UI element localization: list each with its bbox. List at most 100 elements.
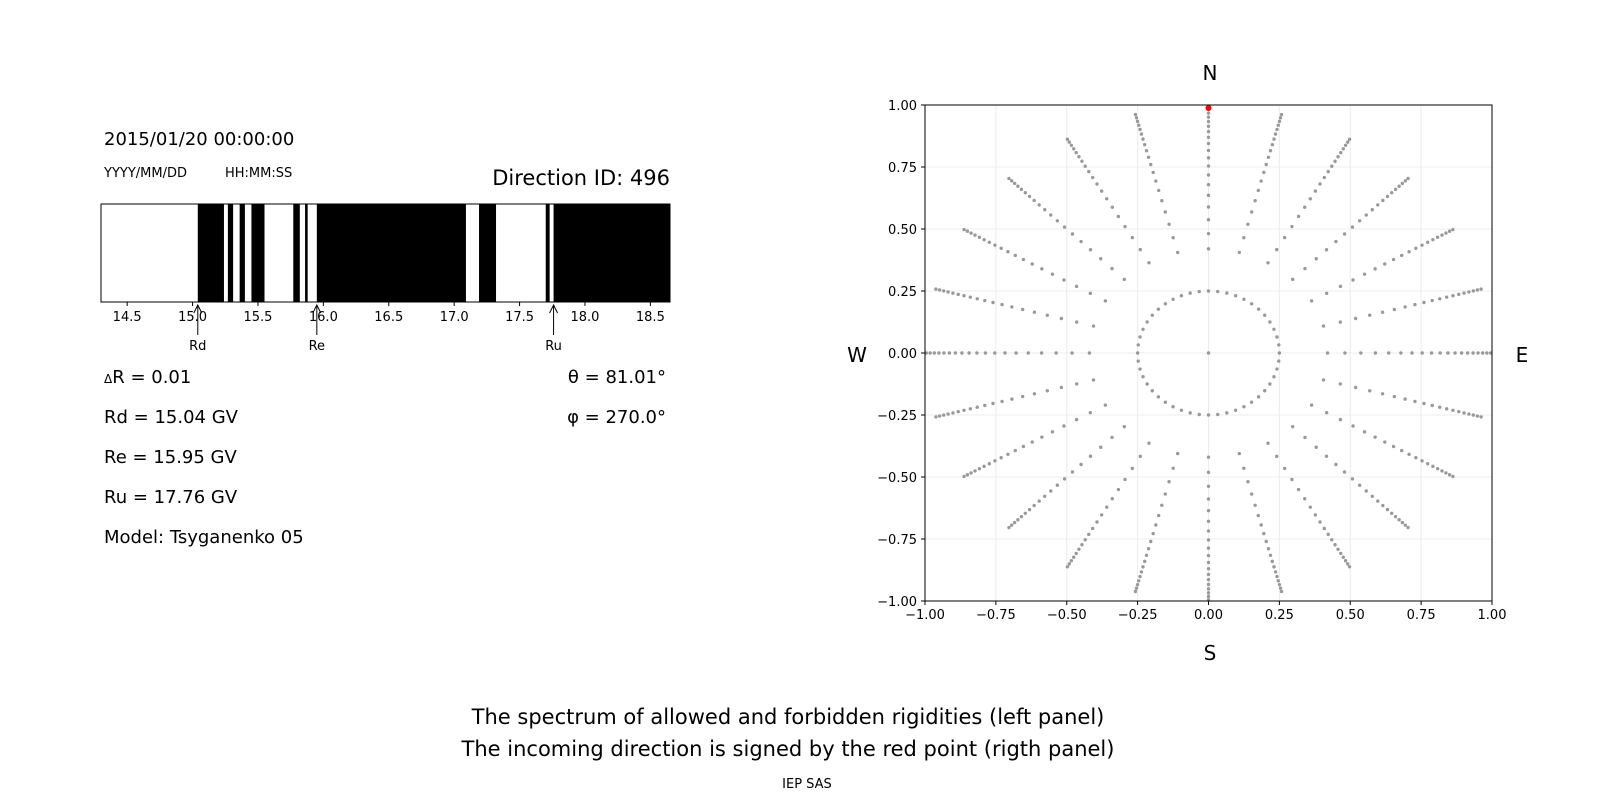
- direction-point: [1079, 462, 1083, 467]
- direction-point: [1387, 351, 1391, 355]
- direction-point: [983, 351, 988, 355]
- direction-point: [1380, 392, 1385, 396]
- direction-point: [942, 351, 946, 355]
- direction-point: [1278, 116, 1283, 120]
- direction-point: [1268, 553, 1273, 558]
- direction-point: [1105, 197, 1109, 201]
- dir-y-tick-label: −0.75: [877, 533, 917, 548]
- direction-point: [1246, 222, 1250, 226]
- direction-point: [1277, 582, 1282, 587]
- direction-point: [1242, 236, 1246, 240]
- direction-point: [1324, 248, 1329, 252]
- dir-y-tick-label: −0.25: [877, 409, 917, 424]
- direction-point: [1446, 351, 1450, 355]
- direction-point: [1116, 214, 1121, 219]
- direction-point: [1302, 205, 1307, 209]
- direction-point: [1275, 127, 1279, 132]
- direction-point: [968, 295, 973, 299]
- direction-point: [1385, 507, 1390, 512]
- direction-point: [1457, 409, 1461, 414]
- direction-point: [1326, 532, 1330, 537]
- direction-point: [1141, 327, 1145, 331]
- direction-point: [1021, 257, 1026, 262]
- direction-point: [1338, 284, 1343, 289]
- direction-point: [1435, 467, 1440, 471]
- dir-y-tick-label: −0.50: [877, 471, 917, 486]
- direction-point: [1009, 523, 1014, 527]
- direction-point: [1399, 351, 1403, 355]
- direction-point: [1380, 310, 1385, 314]
- direction-point: [1440, 469, 1444, 473]
- direction-point: [975, 405, 979, 409]
- compass-south: S: [1204, 641, 1217, 665]
- direction-point: [1157, 513, 1161, 518]
- direction-point: [1009, 179, 1014, 183]
- direction-point: [1146, 547, 1151, 551]
- direction-point: [1010, 305, 1014, 309]
- spectrum-tick-label: 15.5: [243, 310, 272, 325]
- dir-x-tick-label: 1.00: [1478, 608, 1507, 623]
- direction-point: [1465, 351, 1470, 355]
- direction-point: [1150, 389, 1154, 393]
- direction-point: [1019, 514, 1024, 519]
- direction-point: [1296, 214, 1301, 219]
- direction-point: [1054, 351, 1058, 355]
- direction-point: [1263, 389, 1267, 393]
- direction-point: [1014, 351, 1018, 355]
- compass-east: E: [1516, 343, 1529, 367]
- direction-point: [1027, 507, 1032, 512]
- direction-point: [987, 240, 991, 244]
- direction-point: [1099, 189, 1104, 193]
- direction-point: [1357, 219, 1362, 223]
- direction-point: [1414, 246, 1418, 250]
- dir-x-tick-label: 0.00: [1194, 608, 1223, 623]
- forbidden-band-5: [305, 204, 308, 302]
- spectrum-tick-label: 18.5: [636, 310, 665, 325]
- direction-point: [1179, 408, 1184, 412]
- direction-point: [1206, 129, 1211, 134]
- direction-point: [1026, 351, 1030, 355]
- direction-point: [993, 459, 997, 463]
- direction-grid-chart: −1.00 −0.75 −0.50 −0.25 0.00 0.25 0.50 0.75 1.00…: [877, 99, 1506, 623]
- direction-point: [1345, 562, 1350, 566]
- direction-point: [1322, 175, 1327, 180]
- direction-point: [1444, 471, 1448, 475]
- direction-point: [1095, 182, 1099, 186]
- direction-point: [1350, 225, 1355, 229]
- direction-point: [1206, 594, 1211, 599]
- direction-point: [1277, 351, 1282, 355]
- direction-point: [1233, 408, 1238, 412]
- direction-point: [1139, 132, 1144, 136]
- forbidden-bands: [197, 204, 670, 302]
- direction-point: [1110, 435, 1114, 440]
- direction-point: [1277, 359, 1281, 363]
- marker-arrowhead-ru: [549, 303, 559, 314]
- direction-point: [937, 414, 942, 418]
- direction-point: [1021, 444, 1026, 449]
- direction-point: [1095, 520, 1099, 524]
- direction-point: [1003, 351, 1007, 355]
- direction-point: [1154, 523, 1158, 527]
- direction-point: [1266, 155, 1271, 159]
- direction-point: [1467, 412, 1471, 416]
- direction-point: [1206, 173, 1211, 177]
- direction-point: [1206, 577, 1211, 582]
- direction-point: [1122, 277, 1127, 282]
- direction-point: [1142, 142, 1147, 147]
- direction-point: [1336, 547, 1340, 551]
- direction-point: [960, 351, 964, 355]
- direction-point: [973, 469, 977, 473]
- dir-x-tick-label: 0.50: [1336, 608, 1365, 623]
- direction-point: [1324, 454, 1329, 458]
- direction-point: [1321, 324, 1326, 328]
- direction-point: [1324, 410, 1329, 415]
- spectrum-tick-label: 14.5: [113, 310, 142, 325]
- re-text: Re = 15.95 GV: [104, 447, 237, 468]
- direction-point: [1314, 445, 1318, 449]
- direction-point: [1429, 351, 1434, 355]
- direction-point: [1391, 444, 1396, 449]
- direction-point: [1012, 181, 1017, 186]
- direction-id: Direction ID: 496: [492, 166, 670, 190]
- direction-point: [1318, 182, 1322, 186]
- direction-point: [1134, 116, 1139, 120]
